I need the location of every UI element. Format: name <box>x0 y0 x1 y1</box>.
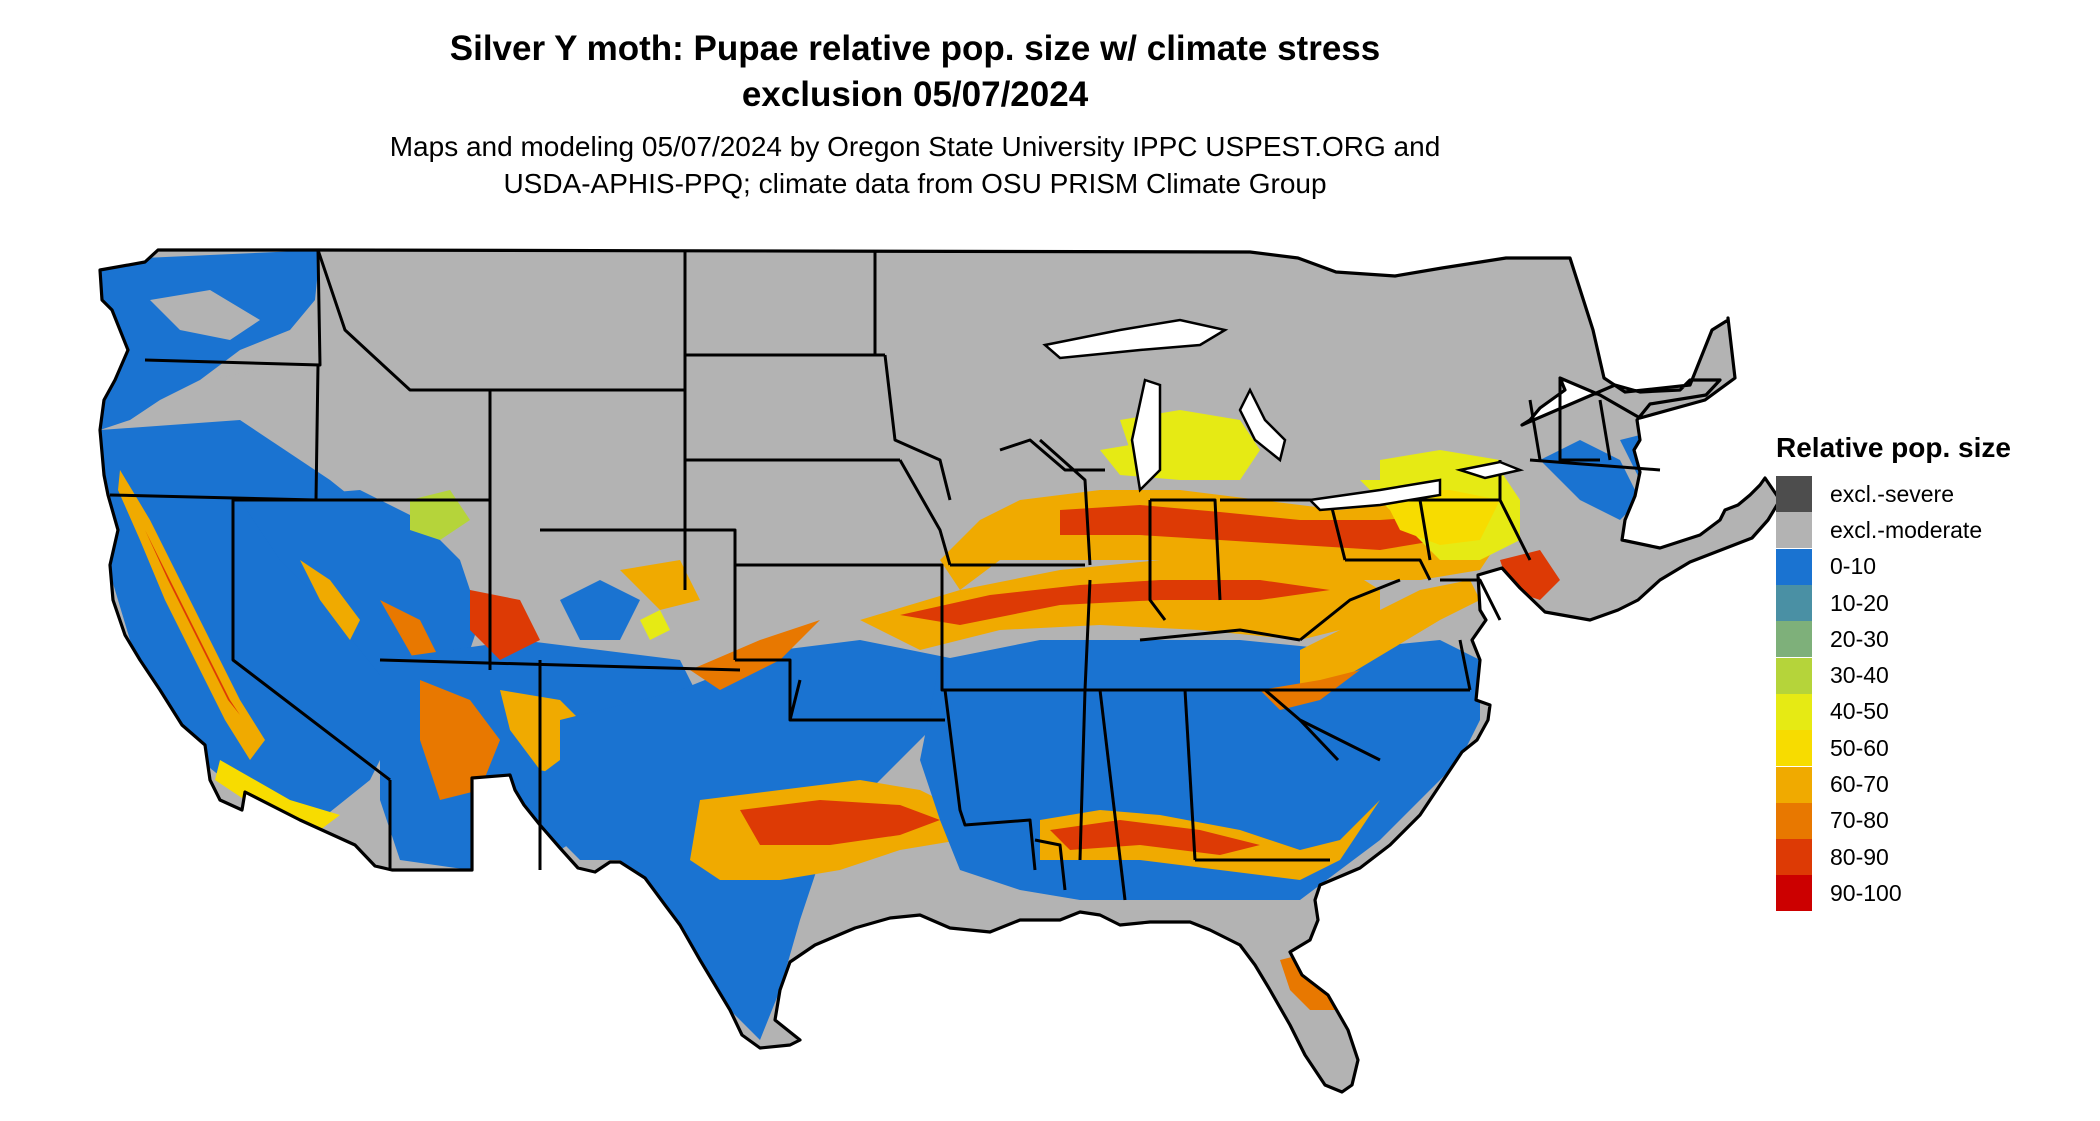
legend-item: excl.-moderate <box>1776 512 2011 549</box>
legend-item: 60-70 <box>1776 766 2011 803</box>
legend-swatch <box>1776 585 1812 622</box>
legend-item: 0-10 <box>1776 548 2011 585</box>
legend-items: excl.-severe excl.-moderate 0-10 10-20 2… <box>1776 476 2011 912</box>
legend-swatch <box>1776 875 1812 912</box>
legend: Relative pop. size excl.-severe excl.-mo… <box>1776 432 2011 912</box>
legend-swatch <box>1776 693 1812 730</box>
country-outline <box>98 248 1782 1094</box>
legend-label: 10-20 <box>1830 589 1889 616</box>
map-title: Silver Y moth: Pupae relative pop. size … <box>0 26 1830 118</box>
legend-label: 0-10 <box>1830 553 1877 580</box>
legend-item: 50-60 <box>1776 730 2011 767</box>
legend-item: 10-20 <box>1776 585 2011 622</box>
legend-item: excl.-severe <box>1776 476 2011 513</box>
legend-title: Relative pop. size <box>1776 432 2011 463</box>
state-borders <box>109 249 1661 901</box>
great-lakes <box>1042 318 1525 512</box>
legend-label: 60-70 <box>1830 771 1889 798</box>
title-line-1: Silver Y moth: Pupae relative pop. size … <box>449 29 1381 68</box>
legend-label: 80-90 <box>1830 843 1889 870</box>
legend-label: excl.-severe <box>1830 480 1954 507</box>
legend-swatch <box>1776 766 1812 803</box>
subtitle-line-1: Maps and modeling 05/07/2024 by Oregon S… <box>389 131 1441 162</box>
legend-label: 70-80 <box>1830 807 1889 834</box>
legend-label: 90-100 <box>1830 879 1902 906</box>
legend-swatch <box>1776 476 1812 513</box>
legend-swatch <box>1776 657 1812 694</box>
legend-swatch <box>1776 512 1812 549</box>
legend-item: 30-40 <box>1776 657 2011 694</box>
legend-item: 80-90 <box>1776 839 2011 876</box>
legend-swatch <box>1776 730 1812 767</box>
title-line-2: exclusion 05/07/2024 <box>741 75 1089 114</box>
legend-item: 20-30 <box>1776 621 2011 658</box>
legend-label: excl.-moderate <box>1830 516 1983 543</box>
legend-swatch <box>1776 621 1812 658</box>
legend-swatch <box>1776 802 1812 839</box>
legend-item: 90-100 <box>1776 875 2011 912</box>
map-subtitle: Maps and modeling 05/07/2024 by Oregon S… <box>0 128 1830 202</box>
legend-swatch <box>1776 548 1812 585</box>
legend-label: 40-50 <box>1830 698 1889 725</box>
legend-item: 40-50 <box>1776 693 2011 730</box>
legend-label: 50-60 <box>1830 734 1889 761</box>
subtitle-line-2: USDA-APHIS-PPQ; climate data from OSU PR… <box>503 168 1327 199</box>
legend-label: 20-30 <box>1830 625 1889 652</box>
legend-label: 30-40 <box>1830 662 1889 689</box>
legend-swatch <box>1776 839 1812 876</box>
legend-item: 70-80 <box>1776 802 2011 839</box>
